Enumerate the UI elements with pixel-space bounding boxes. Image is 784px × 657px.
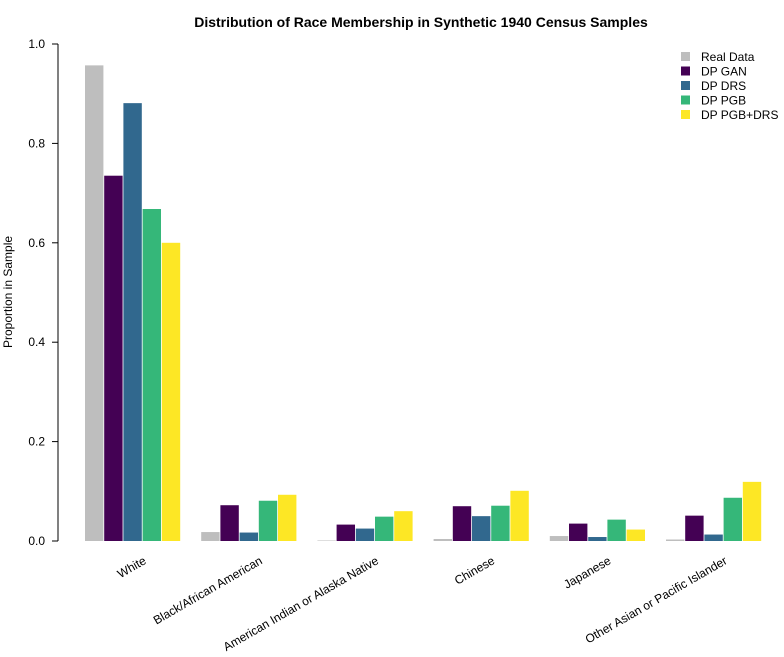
bar bbox=[258, 500, 278, 541]
bar bbox=[607, 519, 626, 541]
bar bbox=[510, 490, 529, 541]
bar bbox=[278, 494, 297, 541]
legend-swatch bbox=[681, 81, 690, 90]
legend-label: DP DRS bbox=[701, 79, 746, 93]
legend-swatch bbox=[681, 52, 690, 61]
legend-label: DP GAN bbox=[701, 65, 747, 79]
y-tick-label: 0.8 bbox=[28, 136, 45, 150]
legend-label: Real Data bbox=[701, 50, 755, 64]
x-tick-label: White bbox=[115, 553, 149, 581]
bar bbox=[142, 209, 161, 541]
y-tick-label: 0.0 bbox=[28, 534, 45, 548]
x-tick-label: Chinese bbox=[452, 553, 497, 587]
bar bbox=[472, 516, 491, 541]
bar bbox=[161, 242, 181, 542]
bar bbox=[685, 515, 704, 541]
bar bbox=[201, 532, 220, 541]
bar bbox=[375, 516, 394, 541]
y-tick-label: 0.4 bbox=[28, 335, 45, 349]
legend-label: DP PGB+DRS bbox=[701, 108, 778, 122]
y-tick-label: 0.6 bbox=[28, 236, 45, 250]
bar bbox=[452, 506, 472, 541]
bar bbox=[742, 481, 762, 541]
y-tick-label: 0.2 bbox=[28, 435, 45, 449]
bar bbox=[104, 175, 123, 541]
bar bbox=[85, 65, 104, 541]
legend-swatch bbox=[681, 95, 690, 105]
bar bbox=[123, 103, 142, 541]
bar bbox=[433, 539, 452, 541]
legend-swatch bbox=[681, 66, 690, 76]
bar bbox=[355, 528, 375, 541]
bar bbox=[626, 529, 645, 541]
chart-title: Distribution of Race Membership in Synth… bbox=[194, 14, 648, 30]
legend-label: DP PGB bbox=[701, 94, 746, 108]
x-tick-label: Japanese bbox=[561, 553, 613, 591]
y-tick-label: 1.0 bbox=[28, 37, 45, 51]
y-axis: 0.0 0.2 0.4 0.6 0.8 1.0 bbox=[28, 37, 59, 548]
bar bbox=[569, 523, 588, 541]
bar bbox=[336, 524, 355, 541]
bar bbox=[704, 534, 723, 541]
bar bbox=[491, 505, 510, 541]
bar bbox=[220, 505, 239, 541]
bar bbox=[588, 537, 607, 541]
bar bbox=[666, 539, 685, 541]
bar bbox=[549, 536, 569, 541]
y-axis-label: Proportion in Sample bbox=[1, 236, 15, 348]
bars bbox=[85, 65, 762, 542]
bar bbox=[239, 532, 258, 541]
bar bbox=[394, 511, 413, 541]
bar bbox=[723, 497, 742, 541]
legend-swatch bbox=[681, 110, 690, 119]
x-tick-label: Black/African American bbox=[151, 553, 265, 627]
